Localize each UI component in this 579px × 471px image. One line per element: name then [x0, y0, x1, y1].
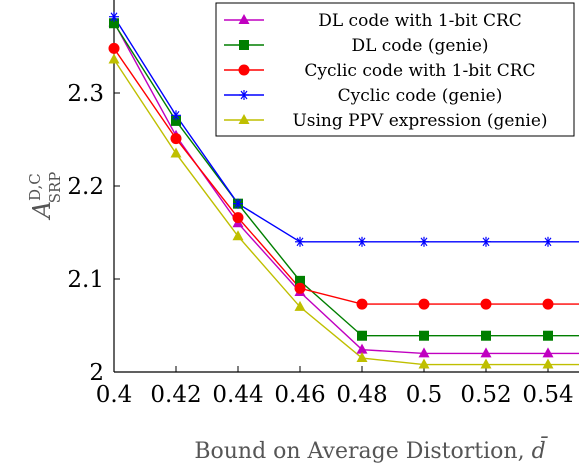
- x-tick-label: 0.5: [406, 382, 443, 408]
- legend-label: Cyclic code (genie): [338, 86, 503, 106]
- data-point: [171, 110, 181, 121]
- data-point: [542, 347, 554, 358]
- y-tick-label: 2.2: [67, 174, 104, 200]
- x-axis-title: Bound on Average Distortion, d̄: [194, 436, 548, 464]
- data-point: [356, 343, 368, 354]
- data-point: [295, 275, 305, 286]
- data-point: [295, 236, 305, 247]
- data-point: [480, 358, 492, 369]
- tick-labels: 0.4 0.42 0.44 0.46 0.48 0.5 0.52 0.54 2 2.1 2.2 2.3: [67, 81, 573, 408]
- x-tick-label: 0.52: [460, 382, 511, 408]
- data-point: [109, 18, 119, 29]
- legend-label: DL code (genie): [351, 36, 488, 56]
- legend-marker: [239, 40, 249, 50]
- data-point: [542, 298, 554, 310]
- y-axis-title: AD,C SRP: [26, 172, 64, 221]
- legend-marker: [239, 90, 249, 100]
- data-point: [543, 236, 553, 247]
- legend-entry: DL code with 1-bit CRC: [224, 11, 522, 31]
- data-point: [170, 133, 182, 145]
- y-axis-title-base: A: [28, 201, 56, 220]
- data-point: [109, 11, 119, 22]
- data-point: [418, 358, 430, 369]
- x-tick-label: 0.54: [522, 382, 573, 408]
- legend-label: Cyclic code with 1-bit CRC: [304, 61, 535, 81]
- x-tick-label: 0.42: [150, 382, 201, 408]
- data-point: [356, 298, 368, 310]
- legend-entry: Cyclic code with 1-bit CRC: [224, 61, 536, 81]
- data-point: [232, 230, 244, 241]
- data-point: [480, 298, 492, 310]
- data-point: [418, 298, 430, 310]
- data-point: [542, 358, 554, 369]
- x-tick-label: 0.46: [274, 382, 325, 408]
- legend-label: Using PPV expression (genie): [292, 111, 547, 131]
- y-tick-label: 2.1: [67, 267, 104, 293]
- data-point: [232, 212, 244, 224]
- x-tick-label: 0.44: [212, 382, 263, 408]
- y-tick-label: 2.3: [67, 81, 104, 107]
- data-point: [543, 330, 553, 341]
- y-tick-label: 2: [89, 360, 104, 386]
- data-point: [356, 352, 368, 363]
- data-point: [481, 236, 491, 247]
- data-point: [294, 300, 306, 311]
- data-point: [294, 282, 306, 294]
- legend-box: [215, 2, 575, 137]
- legend: DL code with 1-bit CRC DL code (genie) Cyc…: [215, 2, 575, 137]
- x-axis-symbol: d̄: [532, 436, 549, 464]
- data-point: [108, 53, 120, 64]
- data-point: [480, 347, 492, 358]
- legend-entry: Cyclic code (genie): [224, 86, 502, 106]
- data-point: [170, 147, 182, 158]
- data-point: [108, 42, 120, 54]
- legend-marker: [238, 14, 250, 24]
- legend-entry: Using PPV expression (genie): [224, 111, 548, 131]
- data-point: [233, 198, 243, 209]
- data-point: [419, 236, 429, 247]
- data-point: [171, 115, 181, 126]
- data-point: [418, 347, 430, 358]
- x-axis-title-text: Bound on Average Distortion,: [194, 439, 531, 464]
- legend-entry: DL code (genie): [224, 36, 489, 56]
- data-point: [357, 330, 367, 341]
- legend-marker: [238, 64, 250, 76]
- data-point: [481, 330, 491, 341]
- x-tick-label: 0.4: [96, 382, 133, 408]
- y-axis-title-superscript: D,C: [26, 173, 44, 201]
- data-point: [419, 330, 429, 341]
- markers-layer: [108, 11, 554, 369]
- legend-label: DL code with 1-bit CRC: [318, 11, 522, 31]
- data-point: [357, 236, 367, 247]
- legend-marker: [238, 114, 250, 124]
- y-axis-title-subscript: SRP: [46, 172, 64, 204]
- x-tick-label: 0.48: [336, 382, 387, 408]
